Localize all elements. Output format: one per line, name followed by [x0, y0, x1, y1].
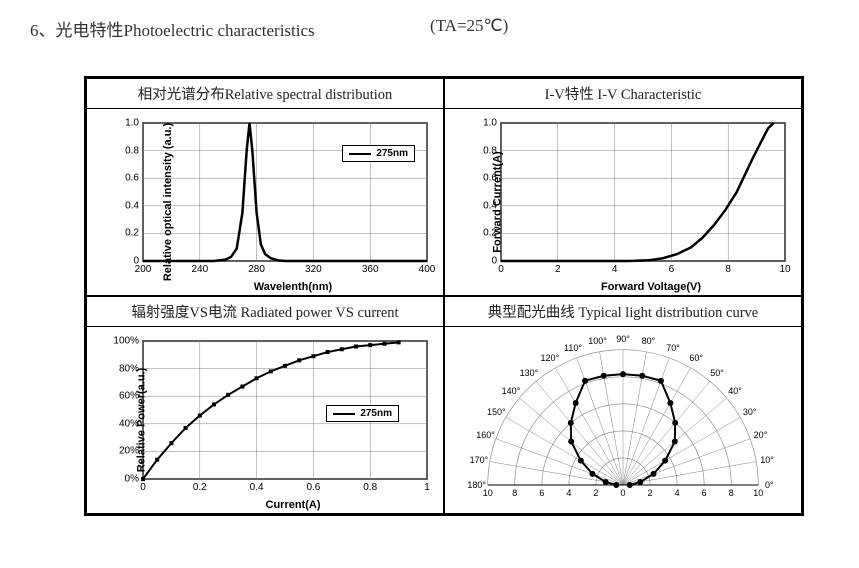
chart-legend: 275nm [326, 405, 399, 422]
section-header: 6、光电特性Photoelectric characteristics [30, 16, 315, 41]
section-condition: (TA=25℃) [430, 16, 508, 36]
panel-spectral: 相对光谱分布Relative spectral distribution 200… [86, 78, 444, 296]
panel-title: 典型配光曲线 Typical light distribution curve [445, 297, 801, 327]
panel-power: 辐射强度VS电流 Radiated power VS current 00.20… [86, 296, 444, 514]
panel-polar: 典型配光曲线 Typical light distribution curve … [444, 296, 802, 514]
spectral-plot: 20024028032036040000.20.40.60.81.0Relati… [87, 109, 443, 295]
power-plot: 00.20.40.60.810%20%40%60%80%100%Relative… [87, 327, 443, 513]
panel-title: I-V特性 I-V Characteristic [445, 79, 801, 109]
chart-legend: 275nm [342, 145, 415, 162]
panel-title: 辐射强度VS电流 Radiated power VS current [87, 297, 443, 327]
polar-plot: 0°10°20°30°40°50°60°70°80°90°100°110°120… [445, 327, 801, 513]
panel-iv: I-V特性 I-V Characteristic 024681000.20.40… [444, 78, 802, 296]
section-title: 6、光电特性Photoelectric characteristics [30, 21, 315, 40]
panel-title: 相对光谱分布Relative spectral distribution [87, 79, 443, 109]
charts-grid: 相对光谱分布Relative spectral distribution 200… [84, 76, 804, 516]
iv-plot: 024681000.20.40.60.81.0Forward Current(A… [445, 109, 801, 295]
